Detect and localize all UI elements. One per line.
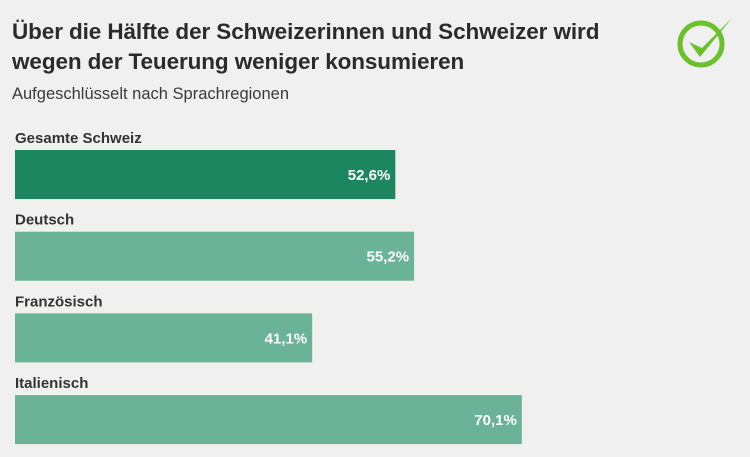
value-label: 52,6% xyxy=(348,167,391,184)
value-label: 41,1% xyxy=(265,330,308,347)
logo-circle xyxy=(677,20,725,68)
category-label: Gesamte Schweiz xyxy=(15,130,142,147)
category-label: Französisch xyxy=(15,293,103,310)
checkmark-circle-icon xyxy=(677,18,732,68)
bar-deutsch xyxy=(15,231,415,281)
bar-italienisch xyxy=(15,395,522,445)
category-label: Deutsch xyxy=(15,212,74,229)
chart-title: Über die Hälfte der Schweizerinnen und S… xyxy=(12,19,600,74)
category-label: Italienisch xyxy=(15,375,88,392)
value-label: 55,2% xyxy=(367,249,410,266)
bar-gesamte-schweiz xyxy=(15,150,396,199)
logo-check xyxy=(689,18,732,57)
value-label: 70,1% xyxy=(474,412,517,429)
bar-französisch xyxy=(15,313,313,363)
chart-subtitle: Aufgeschlüsselt nach Sprachregionen xyxy=(12,85,290,103)
